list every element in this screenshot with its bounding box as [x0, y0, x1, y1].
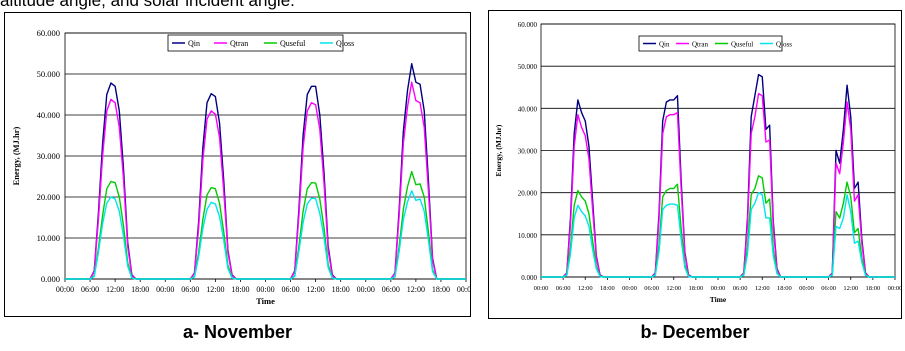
y-tick-label: 10.000	[518, 232, 538, 240]
y-tick-label: 0.000	[521, 274, 537, 282]
x-tick-label: 12:00	[755, 285, 770, 292]
y-tick-label: 0.000	[41, 274, 60, 284]
legend-label-qloss: Qloss	[776, 41, 792, 49]
x-tick-label: 06:00	[382, 285, 400, 294]
chart-frame-december: 0.000 10.000 20.000 30.000 40.000 50.000 60.00…	[488, 10, 902, 319]
x-tick-label: 12:00	[307, 285, 325, 294]
x-tick-label: 12:00	[206, 285, 224, 294]
x-tick-label: 00:00	[56, 285, 74, 294]
y-tick-label: 40.000	[37, 110, 60, 120]
chart-caption-december: b- December	[640, 322, 750, 342]
y-tick-label: 30.000	[518, 148, 538, 156]
x-tick-label: 06:00	[81, 285, 99, 294]
x-tick-label: 12:00	[407, 285, 425, 294]
x-tick-label: 00:00	[622, 285, 637, 292]
legend-label-qtran: Qtran	[692, 41, 708, 49]
legend-box	[638, 35, 783, 52]
legend-label-qin: Qin	[188, 39, 200, 48]
legend-label-qloss: Qloss	[336, 39, 354, 48]
y-axis-label: Energy, (MJ.hr)	[494, 124, 503, 176]
line-chart-november: 0.000 10.000 20.000 30.000 40.000 50.000 60.00…	[11, 28, 470, 306]
x-tick-label: 06:00	[733, 285, 748, 292]
x-axis-label: Time	[710, 295, 727, 304]
y-tick-label: 10.000	[37, 233, 60, 243]
y-tick-label: 60.000	[518, 21, 538, 29]
y-tick-label: 30.000	[37, 151, 60, 161]
x-tick-label: 00:00	[357, 285, 375, 294]
x-tick-label: 18:00	[688, 285, 703, 292]
x-tick-label: 00:00	[156, 285, 174, 294]
legend-label-quseful: Quseful	[731, 41, 753, 49]
x-axis-label: Time	[256, 296, 275, 306]
x-tick-label: 18:00	[600, 285, 615, 292]
x-tick-label: 12:00	[578, 285, 593, 292]
x-tick-label: 18:00	[432, 285, 450, 294]
series-line-qloss	[541, 191, 895, 278]
x-tick-label: 00:00	[711, 285, 726, 292]
x-tick-label: 18:00	[865, 285, 880, 292]
x-tick-label: 00:00	[799, 285, 814, 292]
x-tick-label: 18:00	[131, 285, 149, 294]
y-tick-label: 20.000	[37, 192, 60, 202]
x-tick-label: 06:00	[644, 285, 659, 292]
y-tick-label: 50.000	[37, 69, 60, 79]
x-tick-label: 18:00	[777, 285, 792, 292]
line-chart-december: 0.000 10.000 20.000 30.000 40.000 50.000 60.00…	[494, 21, 901, 304]
x-tick-label: 12:00	[843, 285, 858, 292]
x-tick-label: 18:00	[231, 285, 249, 294]
x-tick-label: 12:00	[106, 285, 124, 294]
legend-label-qtran: Qtran	[230, 39, 248, 48]
chart-frame-november: 0.000 10.000 20.000 30.000 40.000 50.000 60.00…	[4, 12, 471, 317]
y-tick-label: 20.000	[518, 190, 538, 198]
series-line-qloss	[65, 190, 466, 280]
legend-box	[167, 34, 344, 52]
y-axis-label: Energy, (MJ.hr)	[11, 126, 21, 185]
x-tick-label: 18:00	[332, 285, 350, 294]
chart-caption-november: a- November	[182, 322, 293, 342]
legend-label-quseful: Quseful	[280, 39, 306, 48]
y-tick-label: 50.000	[518, 63, 538, 71]
x-tick-label: 06:00	[281, 285, 299, 294]
x-tick-label: 06:00	[821, 285, 836, 292]
x-tick-label: 00:00	[888, 285, 901, 292]
x-tick-label: 12:00	[666, 285, 681, 292]
y-tick-label: 60.000	[37, 28, 60, 38]
x-tick-label: 00:00	[256, 285, 274, 294]
x-tick-label: 00:00	[534, 285, 549, 292]
header-caption-fragment: altitude angle, and solar incident angle…	[0, 0, 295, 10]
y-tick-label: 40.000	[518, 105, 538, 113]
x-tick-label: 06:00	[556, 285, 571, 292]
x-tick-label: 00:00	[457, 285, 470, 294]
x-tick-label: 06:00	[181, 285, 199, 294]
legend-label-qin: Qin	[659, 41, 670, 49]
